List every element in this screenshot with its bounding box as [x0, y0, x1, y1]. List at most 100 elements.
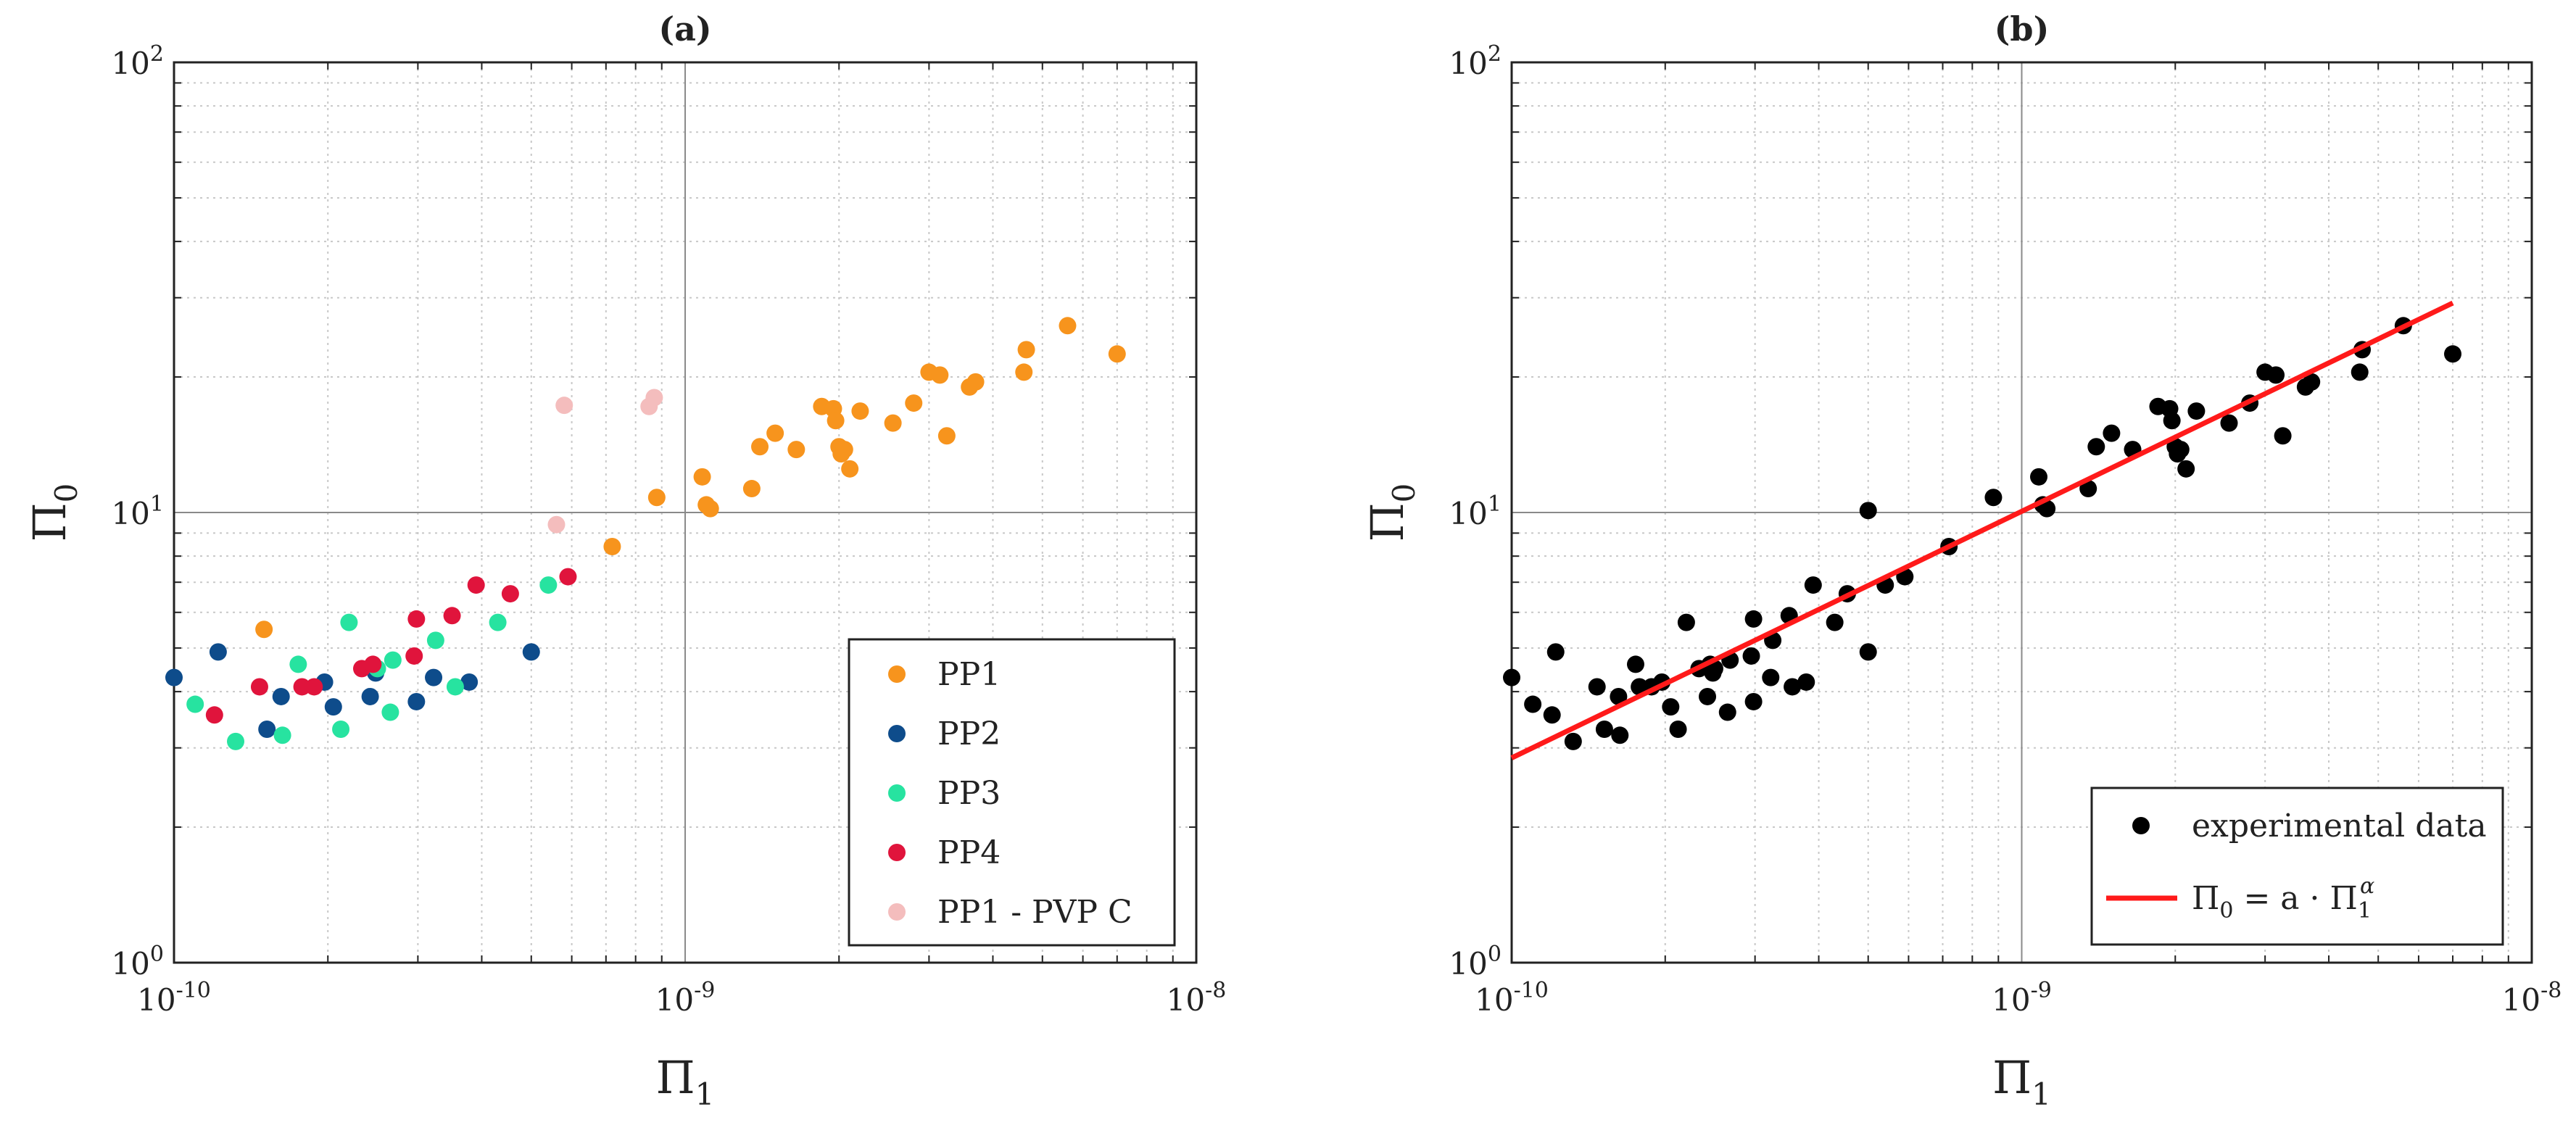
- data-point: [305, 678, 323, 696]
- data-point: [835, 441, 853, 459]
- axes-frame: [1510, 61, 2533, 964]
- x-tick-label: 10-9: [655, 978, 716, 1018]
- data-point: [289, 655, 307, 673]
- data-point: [407, 692, 426, 710]
- legend-entry-fit: Π0 = a · Π1α: [2192, 873, 2374, 924]
- data-point: [2171, 441, 2190, 459]
- data-point: [1744, 610, 1763, 628]
- data-point: [364, 655, 382, 673]
- data-point: [489, 613, 507, 631]
- x-tick-label: 10-8: [1167, 978, 1227, 1018]
- data-point: [405, 647, 423, 665]
- legend-marker: [888, 665, 906, 683]
- data-point: [1859, 502, 1877, 520]
- x-axis-label: Π1: [656, 1051, 715, 1112]
- x-tick-label: 10-10: [137, 978, 211, 1018]
- y-tick-label: 102: [111, 41, 164, 81]
- fit-line: [1510, 300, 2454, 760]
- data-point: [2163, 412, 2181, 430]
- data-point: [851, 402, 869, 420]
- data-point: [1059, 317, 1077, 335]
- data-point: [603, 538, 621, 556]
- data-point: [937, 427, 956, 445]
- data-point: [460, 673, 479, 691]
- legend-marker: [888, 784, 906, 802]
- data-point: [1108, 345, 1126, 363]
- data-point: [2303, 373, 2321, 391]
- data-point: [742, 480, 761, 498]
- y-tick-label: 102: [1449, 41, 1502, 81]
- data-point: [559, 568, 577, 586]
- data-point: [841, 460, 859, 478]
- data-point: [467, 576, 485, 594]
- data-point: [1699, 687, 1717, 705]
- data-point: [2220, 414, 2238, 432]
- data-point: [884, 414, 902, 432]
- data-point: [647, 489, 666, 507]
- data-point: [1804, 576, 1822, 594]
- data-point: [1524, 695, 1542, 713]
- data-point: [766, 424, 784, 442]
- data-point: [2038, 499, 2056, 518]
- data-point: [1503, 668, 1520, 686]
- y-tick-label: 100: [1449, 942, 1502, 981]
- data-point: [1564, 732, 1582, 750]
- data-point: [1015, 363, 1033, 381]
- panel-title: (b): [1995, 9, 2050, 49]
- legend: PP1 PP2 PP3 PP4 PP1 - PVP C: [848, 638, 1176, 947]
- data-point: [250, 678, 268, 696]
- chart-panel-b: 10-10 10-9 10-8 100 101 102 (b) Π1 Π0 experimenta…: [1361, 9, 2561, 1112]
- data-point: [293, 678, 311, 696]
- data-point: [324, 698, 342, 716]
- data-point: [1595, 721, 1613, 739]
- legend-entry: PP2: [937, 715, 1001, 752]
- legend-entry: PP1: [937, 656, 1001, 693]
- data-point: [1784, 678, 1802, 696]
- data-point: [1626, 655, 1644, 673]
- data-point: [205, 706, 223, 724]
- data-point: [361, 687, 379, 705]
- series-pp3: [186, 576, 558, 750]
- legend-marker: [2132, 817, 2150, 834]
- data-point: [425, 668, 443, 686]
- legend-entry: experimental data: [2192, 808, 2487, 844]
- data-point: [381, 703, 399, 721]
- data-point: [2087, 438, 2105, 456]
- data-point: [1611, 726, 1629, 744]
- data-point: [1662, 698, 1680, 716]
- data-point: [827, 412, 845, 430]
- series-pp1-pvp-c: [547, 389, 663, 534]
- data-point: [1631, 678, 1649, 696]
- data-point: [1546, 643, 1565, 661]
- data-point: [555, 397, 573, 415]
- data-point: [701, 499, 719, 518]
- data-point: [2274, 427, 2292, 445]
- data-point: [2103, 424, 2121, 442]
- data-point: [426, 631, 444, 649]
- data-point: [1718, 703, 1736, 721]
- data-point: [1797, 673, 1815, 691]
- data-point: [273, 726, 291, 744]
- data-point: [227, 732, 245, 750]
- data-point: [165, 668, 183, 686]
- legend-entry: PP4: [937, 834, 1001, 871]
- x-tick-label: 10-10: [1475, 978, 1549, 1018]
- data-point: [1744, 692, 1763, 710]
- x-tick-label: 10-9: [1992, 978, 2052, 1018]
- data-point: [407, 610, 426, 628]
- y-axis-label: Π0: [23, 484, 84, 542]
- data-point: [1610, 687, 1628, 705]
- data-point: [539, 576, 558, 594]
- data-point: [547, 515, 566, 534]
- legend: experimental data Π0 = a · Π1α: [2090, 787, 2504, 946]
- legend-marker: [888, 844, 906, 861]
- data-point: [1762, 668, 1780, 686]
- legend-entry: PP1 - PVP C: [937, 894, 1132, 931]
- series-pp4: [205, 568, 577, 724]
- series-pp1: [255, 317, 1126, 639]
- data-point: [1984, 489, 2003, 507]
- data-point: [332, 721, 350, 739]
- data-point: [787, 441, 805, 459]
- x-tick-label: 10-8: [2502, 978, 2562, 1018]
